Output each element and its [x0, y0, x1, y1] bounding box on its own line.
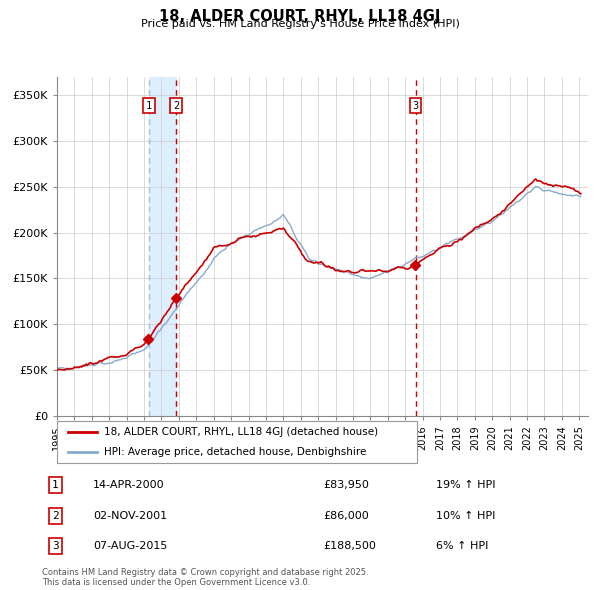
Text: 1: 1: [52, 480, 59, 490]
Text: £86,000: £86,000: [323, 511, 368, 520]
Text: Contains HM Land Registry data © Crown copyright and database right 2025.
This d: Contains HM Land Registry data © Crown c…: [42, 568, 368, 587]
Text: 14-APR-2000: 14-APR-2000: [94, 480, 165, 490]
Bar: [149, 77, 176, 416]
Text: 3: 3: [413, 100, 419, 110]
Text: 1: 1: [146, 100, 152, 110]
Text: HPI: Average price, detached house, Denbighshire: HPI: Average price, detached house, Denb…: [104, 447, 366, 457]
Text: 6% ↑ HPI: 6% ↑ HPI: [436, 541, 488, 551]
Text: 3: 3: [52, 541, 59, 551]
Text: 10% ↑ HPI: 10% ↑ HPI: [436, 511, 496, 520]
Text: £83,950: £83,950: [323, 480, 368, 490]
Text: 02-NOV-2001: 02-NOV-2001: [94, 511, 167, 520]
Text: 07-AUG-2015: 07-AUG-2015: [94, 541, 167, 551]
Text: 2: 2: [173, 100, 179, 110]
Text: Price paid vs. HM Land Registry's House Price Index (HPI): Price paid vs. HM Land Registry's House …: [140, 19, 460, 30]
Text: 19% ↑ HPI: 19% ↑ HPI: [436, 480, 496, 490]
Text: £188,500: £188,500: [323, 541, 376, 551]
FancyBboxPatch shape: [57, 421, 417, 463]
Text: 18, ALDER COURT, RHYL, LL18 4GJ (detached house): 18, ALDER COURT, RHYL, LL18 4GJ (detache…: [104, 427, 378, 437]
Text: 2: 2: [52, 511, 59, 520]
Text: 18, ALDER COURT, RHYL, LL18 4GJ: 18, ALDER COURT, RHYL, LL18 4GJ: [160, 9, 440, 24]
